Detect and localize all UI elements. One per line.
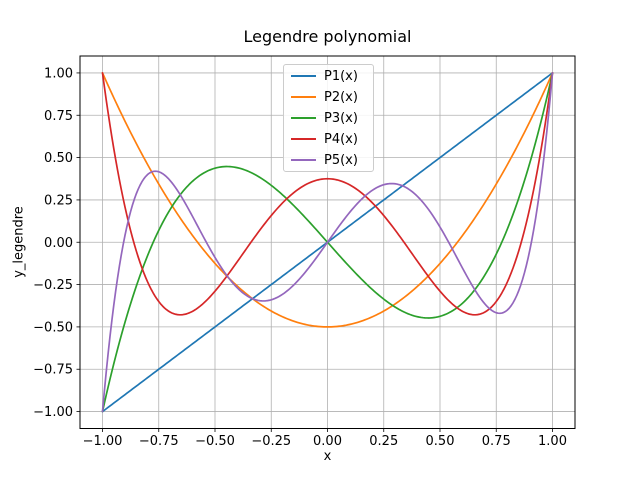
x-tick-label: 0.00 bbox=[313, 434, 342, 449]
legend-entry-p2: P2(x) bbox=[284, 87, 373, 107]
x-tick-label: 0.75 bbox=[482, 434, 511, 449]
y-tick-label: 1.00 bbox=[44, 66, 73, 81]
y-tick-label: 0.25 bbox=[44, 193, 73, 208]
legend-label-p1: P1(x) bbox=[324, 68, 358, 84]
y-tick-label: −0.50 bbox=[33, 320, 73, 335]
y-tick-label: 0.50 bbox=[44, 151, 73, 166]
y-tick-label: 0.75 bbox=[44, 109, 73, 124]
legend-label-p2: P2(x) bbox=[324, 89, 358, 105]
legend: P1(x) P2(x) P3(x) P4(x) P5(x) bbox=[283, 64, 374, 172]
x-tick-label: −0.75 bbox=[139, 434, 179, 449]
legend-line-sample-p2 bbox=[291, 96, 316, 98]
legend-entry-p3: P3(x) bbox=[284, 108, 373, 128]
legend-line-sample-p5 bbox=[291, 159, 316, 161]
legend-label-p3: P3(x) bbox=[324, 110, 358, 126]
y-tick-label: 0.00 bbox=[44, 236, 73, 251]
legend-entry-p4: P4(x) bbox=[284, 129, 373, 149]
x-tick-label: −0.25 bbox=[251, 434, 291, 449]
series-line-p5-x- bbox=[101, 72, 554, 413]
legend-entry-p5: P5(x) bbox=[284, 150, 373, 170]
legend-label-p5: P5(x) bbox=[324, 152, 358, 168]
legend-label-p4: P4(x) bbox=[324, 131, 358, 147]
series-line-p4-x- bbox=[101, 72, 554, 316]
x-tick-label: 0.25 bbox=[369, 434, 398, 449]
series-line-p2-x- bbox=[101, 72, 554, 328]
x-tick-label: 1.00 bbox=[538, 434, 567, 449]
x-tick-label: −1.00 bbox=[83, 434, 123, 449]
x-tick-label: 0.50 bbox=[426, 434, 455, 449]
legend-line-sample-p4 bbox=[291, 138, 316, 140]
y-tick-label: −0.75 bbox=[33, 363, 73, 378]
y-tick-label: −1.00 bbox=[33, 405, 73, 420]
x-axis-label: x bbox=[323, 449, 332, 464]
y-tick-label: −0.25 bbox=[33, 278, 73, 293]
legend-line-sample-p3 bbox=[291, 117, 316, 119]
x-tick-label: −0.50 bbox=[195, 434, 235, 449]
legend-line-sample-p1 bbox=[291, 75, 316, 77]
chart-title: Legendre polynomial bbox=[243, 27, 412, 46]
legend-entry-p1: P1(x) bbox=[284, 66, 373, 86]
y-axis-label: y_legendre bbox=[11, 206, 27, 278]
